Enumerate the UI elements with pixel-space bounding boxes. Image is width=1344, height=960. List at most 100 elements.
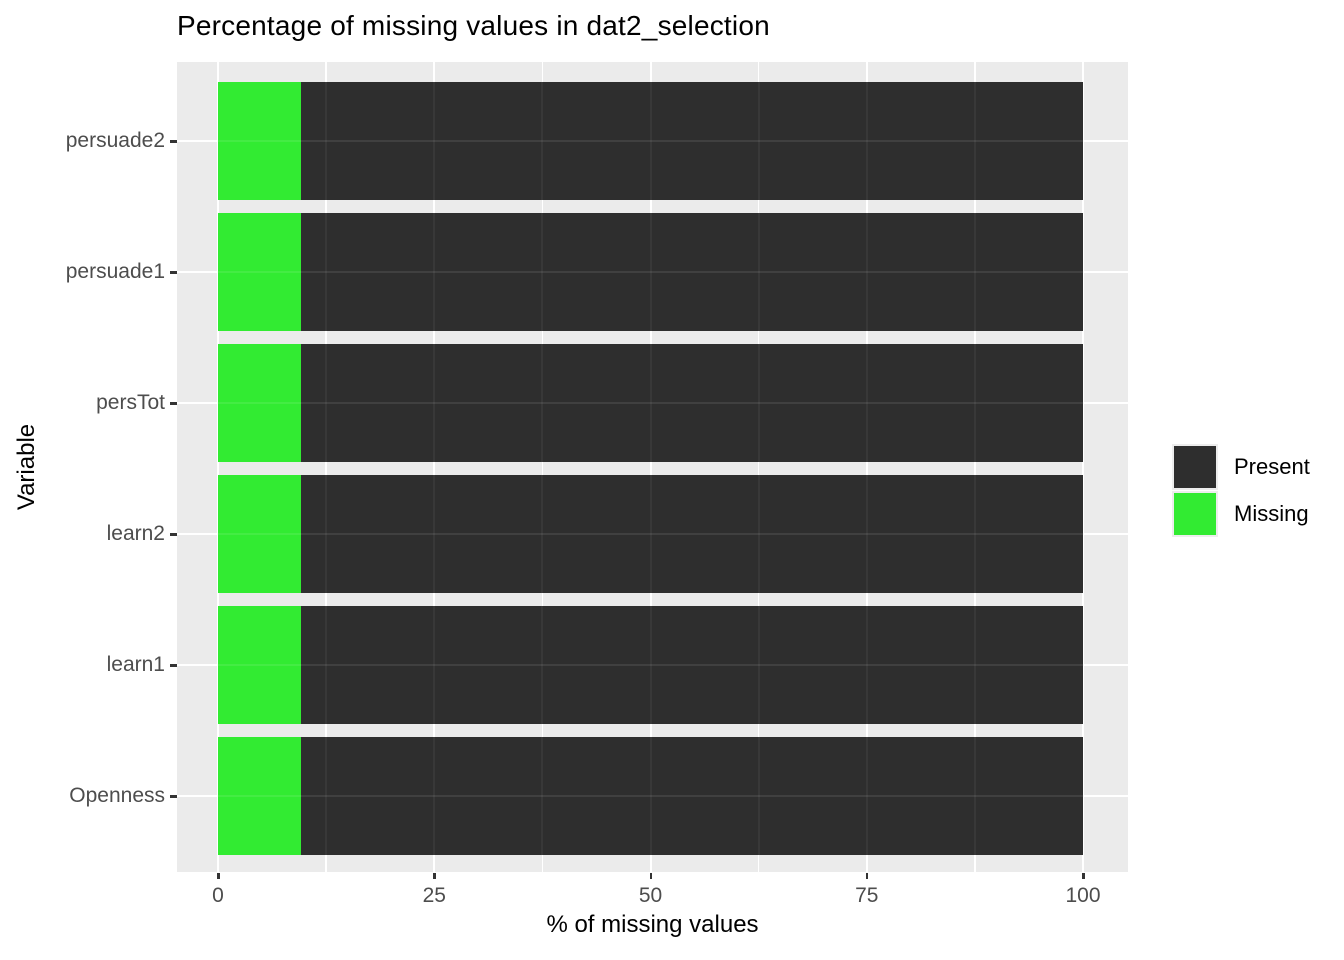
major-gridline-vertical [1082, 62, 1084, 872]
gridline-seam-vertical [757, 606, 760, 724]
gridline-seam-vertical [649, 213, 652, 331]
legend-key-missing [1172, 491, 1218, 537]
gridline-seam-vertical [973, 475, 976, 593]
gridline-seam-vertical [757, 213, 760, 331]
bar-segment-missing [218, 344, 302, 462]
chart-title: Percentage of missing values in dat2_sel… [177, 10, 770, 41]
bar-segment-missing [218, 737, 302, 855]
gridline-seam-vertical [325, 82, 328, 200]
y-tick-mark [170, 140, 177, 143]
minor-gridline-vertical [974, 62, 976, 872]
x-tick-label: 0 [212, 884, 224, 907]
legend-item-present: Present [1172, 444, 1310, 490]
plot-panel [177, 62, 1128, 872]
y-tick-label: persuade1 [65, 260, 165, 283]
legend-label: Present [1234, 454, 1310, 479]
gridline-seam-vertical [973, 606, 976, 724]
y-tick-label: learn1 [106, 653, 165, 676]
x-tick-mark [433, 873, 436, 879]
legend-item-missing: Missing [1172, 491, 1310, 537]
minor-gridline-vertical [757, 62, 760, 872]
major-gridline-vertical [649, 62, 652, 872]
gridline-seam-vertical [541, 606, 544, 724]
gridline-seam-vertical [541, 344, 544, 462]
gridline-seam-horizontal [218, 140, 1083, 142]
gridline-seam-horizontal [218, 795, 1083, 797]
gridline-seam-vertical [541, 737, 544, 855]
gridline-seam-vertical [865, 475, 868, 593]
gridline-seam-vertical [973, 82, 976, 200]
y-tick-label: persuade2 [65, 129, 165, 152]
y-tick-mark [170, 795, 177, 798]
gridline-seam-vertical [757, 475, 760, 593]
bar-segment-missing [218, 606, 302, 724]
gridline-seam-vertical [325, 475, 328, 593]
bar-segment-present [301, 606, 1083, 724]
gridline-seam-horizontal [218, 664, 1083, 666]
gridline-seam-horizontal [218, 402, 1083, 404]
gridline-seam-vertical [325, 344, 328, 462]
bar-segment-missing [218, 213, 302, 331]
x-tick-label: 25 [422, 884, 446, 907]
major-gridline-vertical [217, 62, 219, 872]
bar-segment-present [301, 82, 1083, 200]
gridline-seam-vertical [325, 213, 328, 331]
legend: Present Missing [1172, 444, 1310, 538]
gridline-seam-vertical [973, 344, 976, 462]
bar-row [218, 475, 1083, 593]
legend-key-swatch [1174, 493, 1216, 535]
bar-segment-missing [218, 82, 302, 200]
legend-key-swatch [1174, 446, 1216, 488]
gridline-seam-vertical [433, 737, 436, 855]
bar-row [218, 737, 1083, 855]
bar-segment-present [301, 475, 1083, 593]
x-axis-title: % of missing values [546, 911, 759, 938]
gridline-seam-vertical [865, 737, 868, 855]
major-gridline-vertical [865, 62, 868, 872]
y-tick-mark [170, 664, 177, 667]
y-tick-mark [170, 533, 177, 536]
gridline-seam-vertical [541, 475, 544, 593]
x-tick-label: 75 [855, 884, 879, 907]
gridline-seam-vertical [433, 344, 436, 462]
x-tick-label: 100 [1065, 884, 1101, 907]
minor-gridline-vertical [541, 62, 544, 872]
y-tick-label: learn2 [106, 522, 165, 545]
bar-row [218, 606, 1083, 724]
y-axis-title: Variable [13, 423, 40, 511]
minor-gridline-vertical [325, 62, 327, 872]
gridline-seam-vertical [541, 213, 544, 331]
x-tick-mark [1082, 873, 1085, 879]
gridline-seam-vertical [649, 606, 652, 724]
gridline-seam-horizontal [218, 271, 1083, 273]
y-tick-label: persTot [96, 391, 165, 414]
major-gridline-vertical [433, 62, 436, 872]
gridline-seam-vertical [757, 82, 760, 200]
bar-row [218, 344, 1083, 462]
bar-segment-present [301, 737, 1083, 855]
gridline-seam-vertical [649, 737, 652, 855]
gridline-seam-vertical [865, 213, 868, 331]
gridline-seam-vertical [649, 344, 652, 462]
gridline-seam-vertical [649, 475, 652, 593]
gridline-seam-vertical [865, 606, 868, 724]
gridline-seam-vertical [325, 606, 328, 724]
gridline-seam-vertical [433, 213, 436, 331]
x-tick-label: 50 [638, 884, 663, 907]
gridline-seam-vertical [433, 606, 436, 724]
x-tick-mark [217, 873, 220, 879]
gridline-seam-vertical [973, 213, 976, 331]
y-tick-mark [170, 271, 177, 274]
gridline-seam-vertical [865, 82, 868, 200]
legend-key-present [1172, 444, 1218, 490]
y-tick-mark [170, 402, 177, 405]
gridline-seam-vertical [325, 737, 328, 855]
legend-label: Missing [1234, 501, 1309, 526]
bar-row [218, 82, 1083, 200]
gridline-seam-vertical [433, 475, 436, 593]
gridline-seam-horizontal [218, 533, 1083, 535]
gridline-seam-vertical [541, 82, 544, 200]
bar-segment-missing [218, 475, 302, 593]
gridline-seam-vertical [973, 737, 976, 855]
